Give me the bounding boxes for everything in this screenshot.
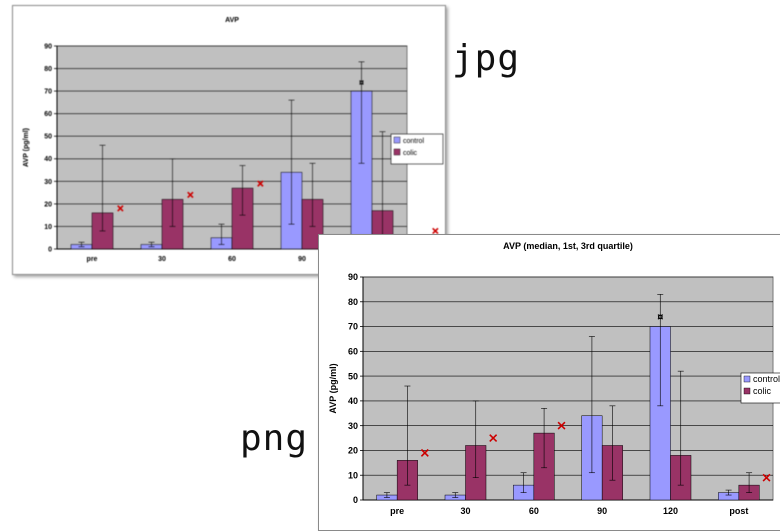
jpg-label: jpg [452,38,521,79]
png-y-tick-label: 30 [348,421,358,431]
jpg-y-tick-label: 40 [44,156,52,163]
jpg-x-marker [432,227,439,235]
png-plot-area [362,276,774,501]
png-x-tick-label: 30 [460,506,470,516]
jpg-y-tick-label: 0 [48,246,52,253]
jpg-x-marker [257,180,264,187]
png-y-tick-label: 70 [348,322,358,332]
png-legend-swatch-colic [743,387,751,395]
png-y-axis-label: AVP (pg/ml) [328,363,338,413]
png-y-tick-label: 60 [348,346,358,356]
png-label: png [240,418,309,459]
png-x-marker [489,434,498,443]
png-chart-title: AVP (median, 1st, 3rd quartile) [503,241,633,251]
png-y-tick-label: 50 [348,371,358,381]
png-x-tick-label: 120 [663,506,678,516]
png-x-marker [762,473,771,482]
png-y-tick-label: 90 [348,272,358,282]
jpg-annotation: ¤ [359,78,364,88]
jpg-x-marker [187,191,194,199]
png-x-tick-label: post [729,506,748,516]
jpg-y-tick-label: 30 [44,179,52,186]
png-legend-label-control: control [753,374,780,384]
png-y-tick-label: 80 [348,297,358,307]
png-x-marker [557,421,566,430]
jpg-y-tick-label: 80 [44,66,52,73]
png-legend-label-colic: colic [753,386,772,396]
png-annotation: ¤ [657,312,663,324]
jpg-legend-label-control: control [403,138,424,145]
png-x-marker [420,448,429,457]
png-x-tick-label: 60 [529,506,539,516]
jpg-legend-swatch-colic [393,148,401,156]
jpg-x-tick-label: pre [87,256,98,263]
png-chart: 0 10 20 30 40 50 60 70 80 90 pre 30 60 90 120 post ¤ AVP … [328,241,780,516]
jpg-x-tick-label: 60 [228,256,236,263]
png-legend-swatch-control [743,375,751,383]
jpg-legend-label-colic: colic [403,150,418,157]
png-x-tick-label: 90 [597,506,607,516]
png-y-tick-label: 0 [353,495,358,505]
png-chart-frame: 0 10 20 30 40 50 60 70 80 90 pre 30 60 90 120 post ¤ AVP … [318,234,780,531]
jpg-y-axis-label: AVP (pg/ml) [23,128,30,167]
jpg-y-tick-label: 90 [44,43,52,50]
jpg-legend-swatch-control [393,136,401,144]
png-y-tick-label: 10 [348,470,358,480]
jpg-x-tick-label: 30 [158,256,166,263]
jpg-y-tick-label: 60 [44,111,52,118]
jpg-chart-title: AVP [225,17,239,24]
jpg-y-tick-label: 50 [44,134,52,141]
jpg-y-tick-label: 10 [44,224,52,231]
png-y-tick-label: 20 [348,446,358,456]
png-y-tick-label: 40 [348,396,358,406]
jpg-y-tick-label: 20 [44,201,52,208]
jpg-x-marker [117,205,124,212]
jpg-y-tick-label: 70 [44,89,52,96]
png-x-tick-label: pre [390,506,404,516]
jpg-x-tick-label: 90 [298,256,306,263]
